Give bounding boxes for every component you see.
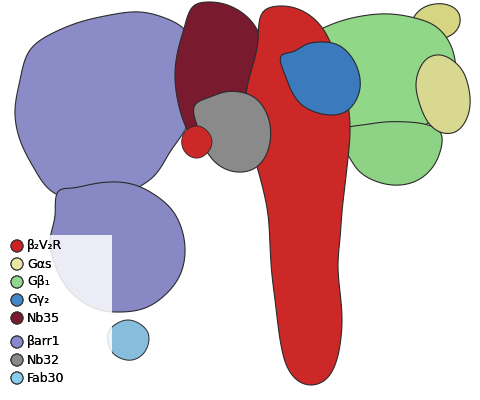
Text: β₂V₂R: β₂V₂R bbox=[27, 240, 62, 252]
Circle shape bbox=[11, 312, 23, 324]
Circle shape bbox=[11, 258, 23, 270]
Text: Gγ₂: Gγ₂ bbox=[27, 294, 49, 306]
PathPatch shape bbox=[411, 4, 460, 55]
Text: Nb35: Nb35 bbox=[27, 312, 60, 324]
PathPatch shape bbox=[193, 91, 271, 172]
PathPatch shape bbox=[182, 126, 212, 158]
Circle shape bbox=[11, 294, 23, 306]
PathPatch shape bbox=[245, 6, 350, 385]
PathPatch shape bbox=[50, 182, 185, 312]
Circle shape bbox=[11, 294, 23, 306]
Text: Gγ₂: Gγ₂ bbox=[27, 294, 49, 306]
Circle shape bbox=[11, 276, 23, 288]
Circle shape bbox=[11, 354, 23, 366]
Circle shape bbox=[11, 240, 23, 252]
Circle shape bbox=[11, 372, 23, 384]
PathPatch shape bbox=[269, 14, 456, 132]
Text: Nb32: Nb32 bbox=[27, 354, 60, 366]
Circle shape bbox=[11, 336, 23, 348]
Circle shape bbox=[11, 354, 23, 366]
PathPatch shape bbox=[108, 320, 149, 360]
Text: Fab30: Fab30 bbox=[27, 372, 64, 384]
Circle shape bbox=[11, 336, 23, 348]
Text: Gβ₁: Gβ₁ bbox=[27, 276, 50, 288]
PathPatch shape bbox=[280, 42, 360, 115]
Circle shape bbox=[11, 312, 23, 324]
Text: βarr1: βarr1 bbox=[27, 336, 60, 348]
Text: βarr1: βarr1 bbox=[27, 336, 60, 348]
Circle shape bbox=[11, 258, 23, 270]
PathPatch shape bbox=[15, 12, 200, 205]
PathPatch shape bbox=[175, 2, 270, 156]
Text: Nb32: Nb32 bbox=[27, 354, 60, 366]
FancyBboxPatch shape bbox=[2, 235, 112, 390]
PathPatch shape bbox=[339, 122, 442, 185]
PathPatch shape bbox=[416, 55, 470, 134]
Circle shape bbox=[11, 276, 23, 288]
Text: Fab30: Fab30 bbox=[27, 372, 64, 384]
Text: Gαs: Gαs bbox=[27, 258, 51, 270]
Text: Gαs: Gαs bbox=[27, 258, 51, 270]
Text: β₂V₂R: β₂V₂R bbox=[27, 240, 62, 252]
Text: Nb35: Nb35 bbox=[27, 312, 60, 324]
Circle shape bbox=[11, 372, 23, 384]
Circle shape bbox=[11, 240, 23, 252]
Text: Gβ₁: Gβ₁ bbox=[27, 276, 50, 288]
